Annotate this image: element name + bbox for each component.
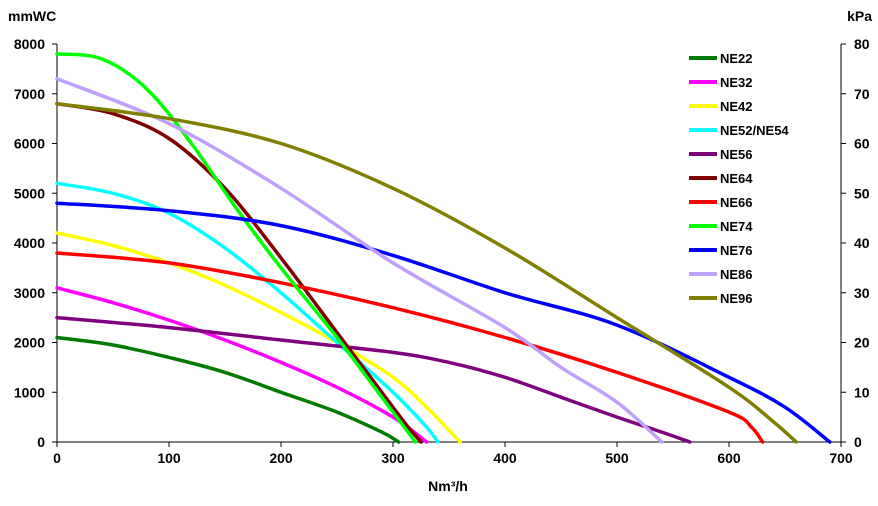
- legend-label-ne76: NE76: [720, 243, 753, 258]
- legend-label-ne42: NE42: [720, 99, 753, 114]
- ticks: 0 100 200 300 400 500 600 700010002000300040005…: [14, 36, 870, 466]
- series-line-ne32: [55, 286, 429, 444]
- legend-label-ne52-ne54: NE52/NE54: [720, 123, 789, 138]
- x-tick-label: 600: [717, 450, 741, 466]
- series-line-ne22: [55, 335, 401, 444]
- series-line-ne56: [55, 315, 692, 444]
- y-axis-title: mmWC: [8, 8, 56, 24]
- y-tick-label: 5000: [14, 185, 45, 201]
- legend: NE22 NE32 NE42 NE52/NE54 NE56 NE64 NE66 NE74 NE7…: [689, 51, 789, 306]
- series-line-ne52-ne54: [55, 181, 440, 444]
- series-line-ne66: [55, 251, 765, 444]
- series-line-ne96: [55, 101, 798, 444]
- legend-label-ne22: NE22: [720, 51, 753, 66]
- y2-tick-label: 30: [854, 285, 870, 301]
- legend-label-ne86: NE86: [720, 267, 753, 282]
- legend-label-ne66: NE66: [720, 195, 753, 210]
- series-line-ne64: [55, 101, 423, 444]
- x-axis-title: Nm³/h: [428, 478, 468, 494]
- y2-tick-label: 10: [854, 384, 870, 400]
- legend-label-ne32: NE32: [720, 75, 753, 90]
- y2-axis-title: kPa: [847, 8, 872, 24]
- curves: [55, 52, 832, 444]
- y-tick-label: 1000: [14, 384, 45, 400]
- series-line-ne76: [55, 201, 832, 444]
- y2-tick-label: 60: [854, 136, 870, 152]
- legend-label-ne96: NE96: [720, 291, 753, 306]
- x-tick-label: 400: [493, 450, 517, 466]
- x-tick-label: 100: [157, 450, 181, 466]
- y2-tick-label: 70: [854, 86, 870, 102]
- series-line-ne86: [55, 77, 664, 444]
- y2-tick-label: 80: [854, 36, 870, 52]
- x-tick-label: 300: [381, 450, 405, 466]
- y2-tick-label: 0: [854, 434, 862, 450]
- y-tick-label: 6000: [14, 136, 45, 152]
- y2-tick-label: 20: [854, 335, 870, 351]
- legend-label-ne74: NE74: [720, 219, 753, 234]
- y-tick-label: 3000: [14, 285, 45, 301]
- legend-label-ne64: NE64: [720, 171, 753, 186]
- series-line-ne42: [55, 231, 462, 444]
- x-tick-label: 0: [53, 450, 61, 466]
- legend-label-ne56: NE56: [720, 147, 753, 162]
- x-tick-label: 700: [829, 450, 853, 466]
- y-tick-label: 8000: [14, 36, 45, 52]
- y-tick-label: 7000: [14, 86, 45, 102]
- x-tick-label: 500: [605, 450, 629, 466]
- y-tick-label: 4000: [14, 235, 45, 251]
- y2-tick-label: 50: [854, 185, 870, 201]
- y2-tick-label: 40: [854, 235, 870, 251]
- y-tick-label: 0: [37, 434, 45, 450]
- y-tick-label: 2000: [14, 335, 45, 351]
- series-line-ne74: [55, 52, 418, 444]
- x-tick-label: 200: [269, 450, 293, 466]
